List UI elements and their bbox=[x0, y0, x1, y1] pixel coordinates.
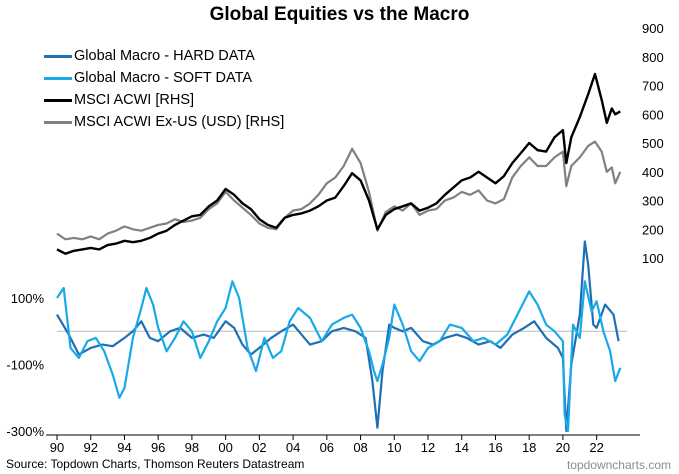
series-line-soft-data bbox=[56, 280, 622, 433]
legend-label-soft-data: Global Macro - SOFT DATA bbox=[74, 70, 253, 86]
lower-panel: 100% -100% -300% bbox=[6, 240, 627, 439]
y-tick-label-right: 500 bbox=[642, 136, 664, 151]
y-tick-label-left: -300% bbox=[6, 424, 44, 439]
source-note: Source: Topdown Charts, Thomson Reuters … bbox=[6, 457, 305, 471]
y-tick-label-right: 800 bbox=[642, 50, 664, 65]
x-tick-label: 16 bbox=[488, 440, 502, 455]
x-tick-label: 12 bbox=[421, 440, 435, 455]
x-tick-label: 92 bbox=[83, 440, 97, 455]
y-tick-label-right: 100 bbox=[642, 251, 664, 266]
legend-item-msci-acwi: MSCI ACWI [RHS] bbox=[44, 89, 284, 111]
legend-item-soft-data: Global Macro - SOFT DATA bbox=[44, 67, 284, 89]
y-tick-label-right: 300 bbox=[642, 194, 664, 209]
legend-label-msci-acwi: MSCI ACWI [RHS] bbox=[74, 92, 195, 108]
x-tick-label: 04 bbox=[286, 440, 300, 455]
x-tick-label: 10 bbox=[387, 440, 401, 455]
legend-item-hard-data: Global Macro - HARD DATA bbox=[44, 45, 284, 67]
x-tick-label: 14 bbox=[454, 440, 468, 455]
series-line-msci-acwi bbox=[56, 72, 621, 255]
legend-swatch-soft-data bbox=[44, 76, 72, 80]
x-tick-label: 22 bbox=[589, 440, 603, 455]
y-tick-label-right: 600 bbox=[642, 107, 664, 122]
legend-swatch-hard-data bbox=[44, 54, 72, 58]
y-tick-label-left: 100% bbox=[11, 291, 45, 306]
x-tick-label: 02 bbox=[252, 440, 266, 455]
series-line-hard-data bbox=[56, 240, 620, 433]
x-tick-label: 00 bbox=[218, 440, 232, 455]
watermark: topdowncharts.com bbox=[566, 458, 671, 472]
x-tick-label: 18 bbox=[522, 440, 536, 455]
y-tick-label-right: 400 bbox=[642, 165, 664, 180]
legend-swatch-msci-acwi-ex-us bbox=[44, 120, 72, 124]
y-tick-label-right: 200 bbox=[642, 222, 664, 237]
legend-label-msci-acwi-ex-us: MSCI ACWI Ex-US (USD) [RHS] bbox=[74, 114, 285, 130]
series-line-msci-acwi-ex-us bbox=[56, 140, 622, 241]
legend-swatch-msci-acwi bbox=[44, 98, 72, 102]
x-tick-label: 20 bbox=[556, 440, 570, 455]
x-tick-label: 08 bbox=[353, 440, 367, 455]
x-tick-label: 98 bbox=[185, 440, 199, 455]
x-tick-label: 96 bbox=[151, 440, 165, 455]
y-tick-label-right: 700 bbox=[642, 79, 664, 94]
legend-label-hard-data: Global Macro - HARD DATA bbox=[74, 48, 255, 64]
x-tick-label: 94 bbox=[117, 440, 131, 455]
chart-title: Global Equities vs the Macro bbox=[209, 4, 470, 25]
x-axis: 90 92 94 96 98 00 02 04 06 08 10 12 14 16 18 20 22 bbox=[46, 434, 640, 455]
x-tick-label: 90 bbox=[50, 440, 64, 455]
legend: Global Macro - HARD DATA Global Macro - … bbox=[44, 45, 284, 133]
upper-panel: 100 200 300 400 500 600 700 800 900 bbox=[56, 21, 664, 266]
y-tick-label-left: -100% bbox=[6, 358, 44, 373]
y-tick-label-right: 900 bbox=[642, 21, 664, 36]
legend-item-msci-acwi-ex-us: MSCI ACWI Ex-US (USD) [RHS] bbox=[44, 111, 284, 133]
x-tick-label: 06 bbox=[320, 440, 334, 455]
